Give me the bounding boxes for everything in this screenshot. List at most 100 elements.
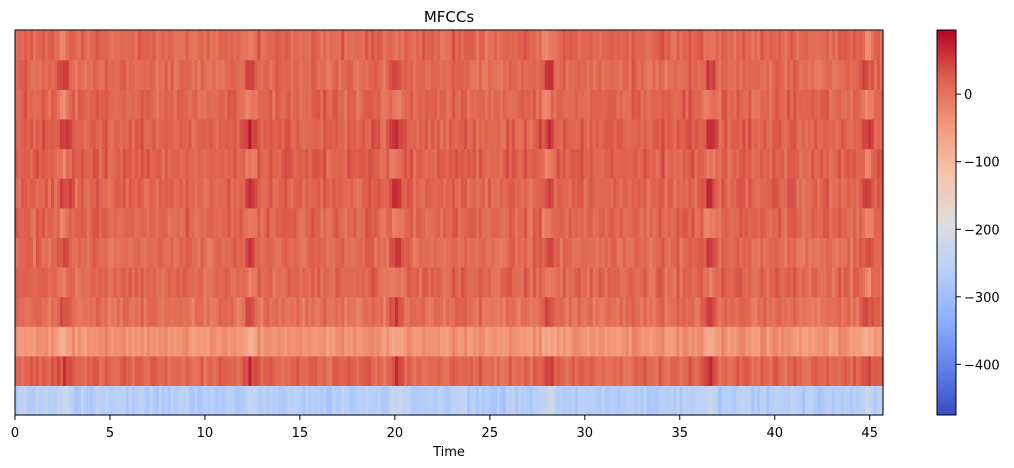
heatmap-cell <box>673 207 678 238</box>
heatmap-cell <box>15 30 19 61</box>
heatmap-cell <box>856 355 860 386</box>
heatmap-cell <box>410 207 414 238</box>
heatmap-cell <box>880 59 884 90</box>
heatmap-cell <box>371 355 375 386</box>
heatmap-cell <box>329 355 333 386</box>
heatmap-cell <box>353 118 357 150</box>
heatmap-cell <box>89 178 94 209</box>
heatmap-cell <box>176 59 181 90</box>
heatmap-cell <box>679 118 684 150</box>
heatmap-cell <box>359 30 363 61</box>
heatmap-cell <box>760 89 764 120</box>
heatmap-cell <box>131 237 136 268</box>
heatmap-cell <box>805 266 809 298</box>
heatmap-cell <box>865 266 869 298</box>
heatmap-cell <box>329 118 333 150</box>
heatmap-cell <box>838 59 842 90</box>
heatmap-cell <box>799 118 803 150</box>
heatmap-cell <box>526 30 531 61</box>
heatmap-cell <box>733 385 737 416</box>
heatmap-cell <box>374 89 378 120</box>
heatmap-cell <box>748 237 752 268</box>
heatmap-cell <box>149 355 154 386</box>
heatmap-cell <box>865 30 869 61</box>
heatmap-cell <box>631 266 636 298</box>
heatmap-cell <box>748 326 752 357</box>
heatmap-cell <box>493 118 498 150</box>
heatmap-cell <box>538 207 543 238</box>
heatmap-cell <box>880 296 884 327</box>
heatmap-cell <box>760 178 764 209</box>
heatmap-cell <box>164 118 169 150</box>
heatmap-cell <box>296 148 300 179</box>
heatmap-cell <box>784 207 788 238</box>
heatmap-cell <box>74 266 79 298</box>
heatmap-cell <box>547 326 552 357</box>
heatmap-cell <box>140 59 145 90</box>
heatmap-cell <box>472 355 477 386</box>
heatmap-cell <box>308 30 312 61</box>
heatmap-cell <box>77 89 82 120</box>
heatmap-cell <box>344 207 348 238</box>
heatmap-cell <box>71 385 76 416</box>
heatmap-cell <box>248 385 253 416</box>
heatmap-cell <box>50 296 55 327</box>
heatmap-cell <box>212 385 217 416</box>
heatmap-cell <box>383 207 387 238</box>
heatmap-cell <box>77 355 82 386</box>
heatmap-cell <box>475 266 480 298</box>
heatmap-cell <box>92 266 97 298</box>
heatmap-cell <box>862 59 866 90</box>
heatmap-cell <box>59 296 64 327</box>
heatmap-cell <box>793 207 797 238</box>
heatmap-cell <box>326 237 330 268</box>
heatmap-cell <box>77 30 82 61</box>
heatmap-cell <box>53 355 58 386</box>
heatmap-cell <box>466 326 471 357</box>
heatmap-cell <box>580 118 585 150</box>
heatmap-cell <box>320 266 324 298</box>
heatmap-cell <box>338 148 342 179</box>
heatmap-cell <box>823 89 827 120</box>
heatmap-cell <box>628 266 633 298</box>
heatmap-cell <box>362 89 366 120</box>
heatmap-cell <box>197 207 202 238</box>
heatmap-cell <box>559 30 564 61</box>
heatmap-cell <box>65 30 70 61</box>
heatmap-cell <box>808 178 812 209</box>
heatmap-cell <box>604 148 609 179</box>
heatmap-cell <box>113 266 118 298</box>
heatmap-cell <box>670 59 675 90</box>
heatmap-cell <box>793 355 797 386</box>
heatmap-cell <box>371 118 375 150</box>
heatmap-cell <box>203 237 208 268</box>
heatmap-cell <box>454 178 459 209</box>
heatmap-cell <box>496 385 501 416</box>
heatmap-cell <box>164 237 169 268</box>
heatmap-cell <box>56 118 61 150</box>
heatmap-cell <box>158 296 163 327</box>
heatmap-cell <box>553 207 558 238</box>
heatmap-cell <box>859 30 863 61</box>
heatmap-cell <box>577 237 582 268</box>
heatmap-cell <box>161 296 166 327</box>
heatmap-cell <box>356 207 360 238</box>
heatmap-cell <box>251 178 256 209</box>
heatmap-cell <box>383 148 387 179</box>
heatmap-cell <box>182 237 187 268</box>
heatmap-cell <box>601 296 606 327</box>
heatmap-cell <box>460 30 465 61</box>
heatmap-cell <box>580 237 585 268</box>
heatmap-cell <box>401 385 405 416</box>
heatmap-cell <box>694 207 699 238</box>
heatmap-cell <box>161 178 166 209</box>
heatmap-cell <box>661 355 666 386</box>
heatmap-cell <box>236 326 241 357</box>
heatmap-cell <box>469 207 474 238</box>
heatmap-cell <box>119 296 124 327</box>
heatmap-cell <box>619 355 624 386</box>
heatmap-cell <box>356 355 360 386</box>
heatmap-cell <box>350 385 354 416</box>
heatmap-cell <box>802 207 806 238</box>
heatmap-cell <box>811 178 815 209</box>
